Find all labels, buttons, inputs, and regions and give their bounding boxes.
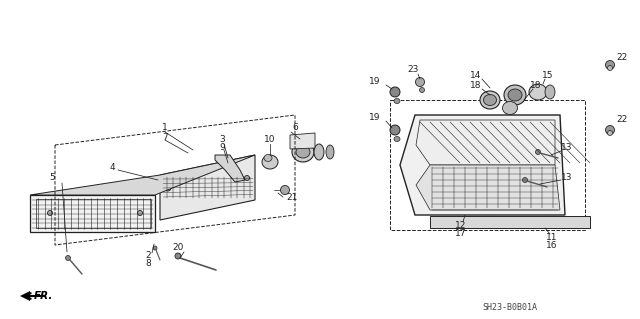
Text: 11: 11 <box>547 234 557 242</box>
Ellipse shape <box>419 87 424 93</box>
Ellipse shape <box>326 145 334 159</box>
Ellipse shape <box>605 125 614 135</box>
Text: 19: 19 <box>369 114 381 122</box>
Ellipse shape <box>607 130 612 136</box>
Text: 13: 13 <box>561 173 573 182</box>
Text: 1: 1 <box>162 123 168 132</box>
Ellipse shape <box>508 89 522 101</box>
Text: 20: 20 <box>172 243 184 253</box>
Ellipse shape <box>605 61 614 70</box>
Ellipse shape <box>504 85 526 105</box>
Text: 22: 22 <box>616 115 628 124</box>
Text: 8: 8 <box>145 258 151 268</box>
Text: 21: 21 <box>286 194 298 203</box>
Ellipse shape <box>522 177 527 182</box>
Ellipse shape <box>502 101 518 115</box>
Text: 14: 14 <box>470 70 482 79</box>
Ellipse shape <box>394 137 400 142</box>
Ellipse shape <box>390 87 400 97</box>
Ellipse shape <box>314 144 324 160</box>
Ellipse shape <box>165 185 171 191</box>
Text: FR.: FR. <box>34 291 53 301</box>
Text: 17: 17 <box>455 229 467 239</box>
Text: 4: 4 <box>109 164 115 173</box>
Text: 2: 2 <box>145 250 151 259</box>
Polygon shape <box>430 216 590 228</box>
Ellipse shape <box>262 155 278 169</box>
Polygon shape <box>416 120 555 165</box>
Text: 19: 19 <box>369 78 381 86</box>
Ellipse shape <box>153 246 157 250</box>
Ellipse shape <box>47 211 52 216</box>
Polygon shape <box>160 155 255 220</box>
Ellipse shape <box>175 253 181 259</box>
Ellipse shape <box>536 150 541 154</box>
Ellipse shape <box>244 175 250 181</box>
Ellipse shape <box>545 85 555 99</box>
Text: 13: 13 <box>561 144 573 152</box>
Ellipse shape <box>264 154 272 161</box>
Ellipse shape <box>280 186 289 195</box>
Text: 12: 12 <box>455 221 467 231</box>
Ellipse shape <box>415 78 424 86</box>
Polygon shape <box>30 195 155 232</box>
Ellipse shape <box>138 211 143 216</box>
Text: 16: 16 <box>547 241 557 250</box>
Text: 3: 3 <box>219 136 225 145</box>
Ellipse shape <box>394 99 400 103</box>
Text: 7: 7 <box>162 133 168 143</box>
Text: 15: 15 <box>542 70 554 79</box>
Text: 18: 18 <box>470 81 482 91</box>
Ellipse shape <box>292 142 314 162</box>
Text: 10: 10 <box>264 136 276 145</box>
Text: SH23-B0B01A: SH23-B0B01A <box>483 303 538 313</box>
Polygon shape <box>215 155 245 182</box>
Ellipse shape <box>390 125 400 135</box>
Text: 9: 9 <box>219 144 225 152</box>
Polygon shape <box>30 155 255 195</box>
Text: 22: 22 <box>616 54 628 63</box>
Ellipse shape <box>296 146 310 158</box>
Ellipse shape <box>529 84 547 100</box>
Polygon shape <box>20 291 30 301</box>
Text: 6: 6 <box>292 123 298 132</box>
Ellipse shape <box>607 65 612 70</box>
Ellipse shape <box>483 94 497 106</box>
Text: 18: 18 <box>531 81 541 91</box>
Text: 23: 23 <box>407 65 419 75</box>
Polygon shape <box>290 133 315 149</box>
Text: 5: 5 <box>49 174 55 182</box>
Polygon shape <box>400 115 565 215</box>
Ellipse shape <box>65 256 70 261</box>
Polygon shape <box>416 165 560 210</box>
Ellipse shape <box>480 91 500 109</box>
